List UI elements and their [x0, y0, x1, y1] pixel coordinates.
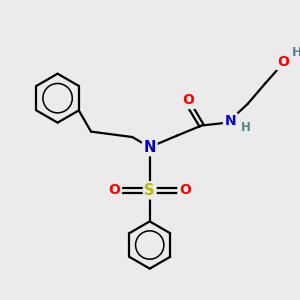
Text: O: O [277, 55, 289, 69]
Text: N: N [143, 140, 156, 154]
Text: O: O [179, 183, 191, 197]
Text: O: O [109, 183, 121, 197]
Text: H: H [240, 121, 250, 134]
Text: N: N [224, 114, 236, 128]
Text: H: H [292, 46, 300, 59]
Text: S: S [145, 183, 155, 198]
Text: O: O [183, 94, 194, 107]
